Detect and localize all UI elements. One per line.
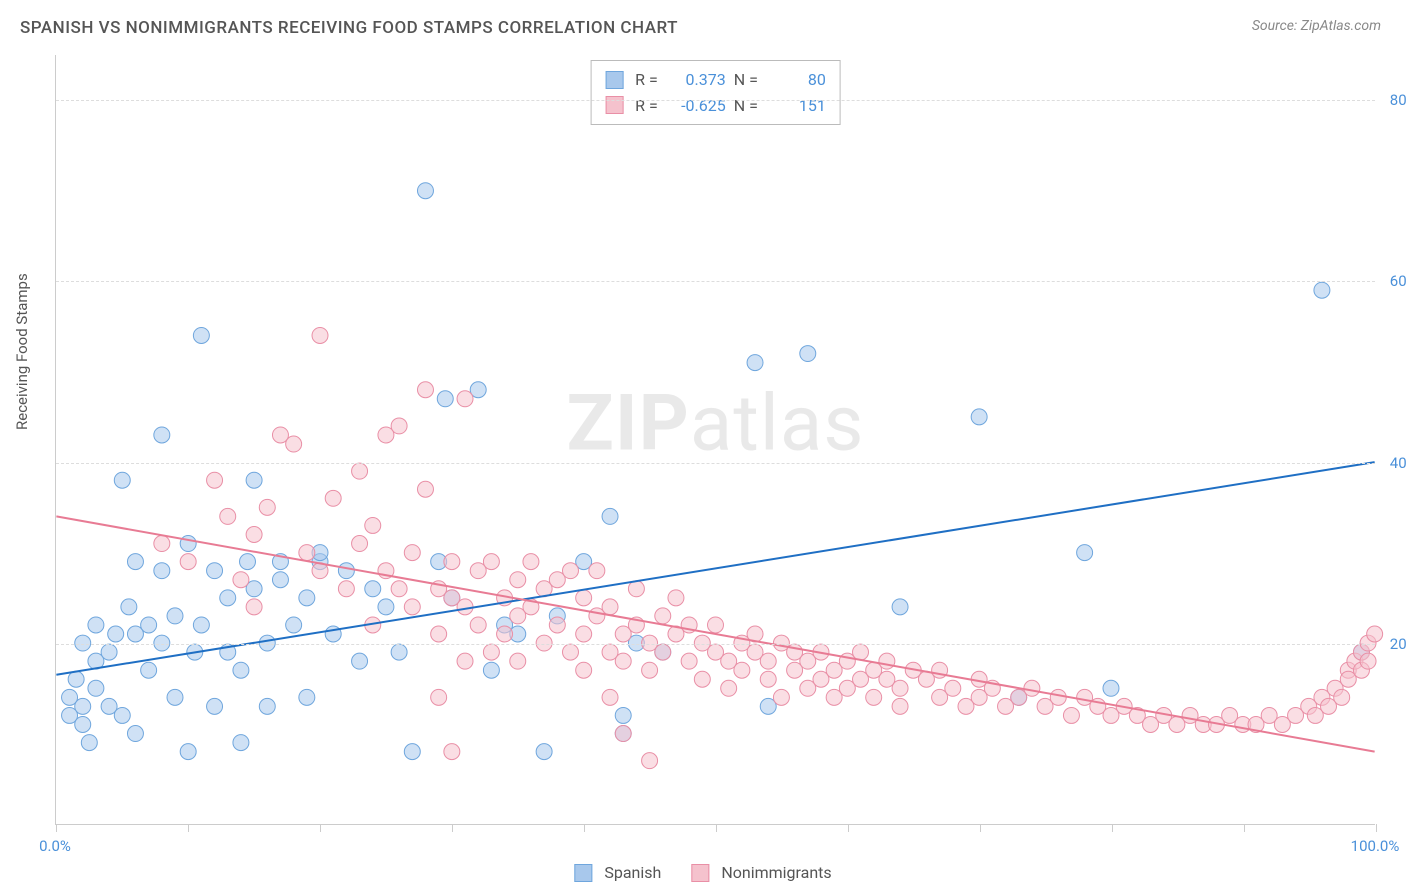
bottom-legend: Spanish Nonimmigrants — [574, 863, 831, 882]
x-tick — [56, 824, 57, 832]
x-tick — [584, 824, 585, 832]
y-tick-label: 20.0% — [1390, 635, 1406, 653]
legend-item-spanish: Spanish — [574, 863, 661, 882]
scatter-plot-svg — [56, 55, 1375, 824]
x-tick — [1112, 824, 1113, 832]
x-tick — [320, 824, 321, 832]
r-value-spanish: 0.373 — [666, 67, 726, 93]
nonimmigrants-swatch-icon — [691, 864, 709, 882]
spanish-swatch-icon — [574, 864, 592, 882]
stats-row-spanish: R = 0.373 N = 80 — [605, 67, 826, 93]
x-tick-label: 0.0% — [39, 837, 71, 855]
source-attribution: Source: ZipAtlas.com — [1252, 18, 1381, 34]
gridline — [56, 463, 1375, 464]
r-label: R = — [635, 67, 658, 93]
x-tick — [848, 824, 849, 832]
r-value-nonimmigrants: -0.625 — [666, 93, 726, 119]
stats-row-nonimmigrants: R = -0.625 N = 151 — [605, 93, 826, 119]
x-tick-label: 100.0% — [1351, 837, 1400, 855]
gridline — [56, 644, 1375, 645]
y-tick-label: 80.0% — [1390, 91, 1406, 109]
x-tick — [452, 824, 453, 832]
x-tick — [1244, 824, 1245, 832]
x-tick — [716, 824, 717, 832]
n-value-spanish: 80 — [766, 67, 826, 93]
legend-item-nonimmigrants: Nonimmigrants — [691, 863, 831, 882]
stats-legend-box: R = 0.373 N = 80 R = -0.625 N = 151 — [590, 60, 841, 125]
y-tick-label: 40.0% — [1390, 454, 1406, 472]
chart-title: SPANISH VS NONIMMIGRANTS RECEIVING FOOD … — [20, 18, 678, 38]
legend-label-nonimmigrants: Nonimmigrants — [721, 863, 831, 882]
gridline — [56, 100, 1375, 101]
spanish-swatch-icon — [605, 71, 623, 89]
n-label: N = — [734, 67, 758, 93]
nonimmigrants-swatch-icon — [605, 96, 623, 114]
plot-area: ZIPatlas R = 0.373 N = 80 R = -0.625 N =… — [55, 55, 1375, 825]
n-value-nonimmigrants: 151 — [766, 93, 826, 119]
r-label: R = — [635, 93, 658, 119]
legend-label-spanish: Spanish — [604, 863, 661, 882]
n-label: N = — [734, 93, 758, 119]
x-tick — [188, 824, 189, 832]
x-tick — [980, 824, 981, 832]
y-axis-label: Receiving Food Stamps — [13, 273, 31, 430]
chart-container: SPANISH VS NONIMMIGRANTS RECEIVING FOOD … — [0, 0, 1406, 892]
x-tick — [1376, 824, 1377, 832]
y-tick-label: 60.0% — [1390, 272, 1406, 290]
gridline — [56, 281, 1375, 282]
